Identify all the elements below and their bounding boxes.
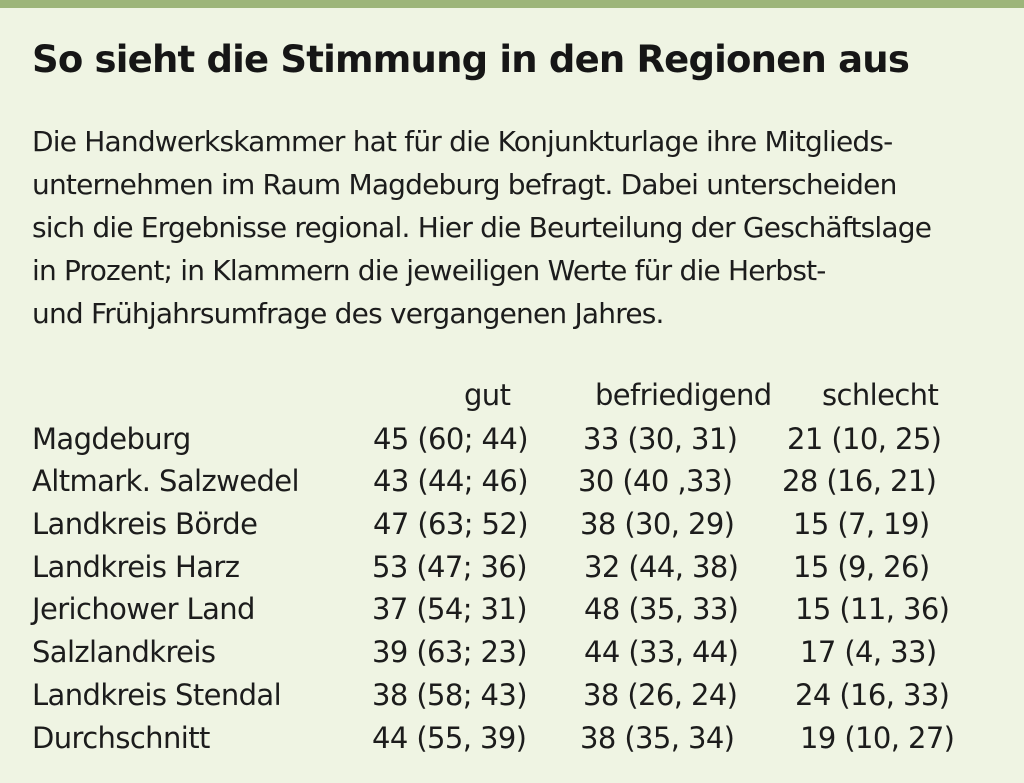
row-gut: 38 (58; 43) xyxy=(372,678,528,712)
row-region: Altmark. Salzwedel xyxy=(32,464,300,498)
row-gut: 43 (44; 46) xyxy=(373,464,529,498)
row-schlecht: 24 (16, 33) xyxy=(795,678,950,712)
row-region: Jerichower Land xyxy=(32,592,255,626)
row-region: Landkreis Börde xyxy=(32,507,258,541)
intro-line: unternehmen im Raum Magdeburg befragt. D… xyxy=(32,168,897,201)
row-gut: 37 (54; 31) xyxy=(372,592,528,626)
row-region: Landkreis Stendal xyxy=(32,678,282,712)
column-header-schlecht: schlecht xyxy=(822,378,939,412)
row-gut: 47 (63; 52) xyxy=(373,507,529,541)
column-header-befriedigend: befriedigend xyxy=(595,378,772,412)
row-region: Durchschnitt xyxy=(32,721,210,755)
row-schlecht: 17 (4, 33) xyxy=(800,635,937,669)
row-schlecht: 19 (10, 27) xyxy=(800,721,955,755)
row-region: Salzlandkreis xyxy=(32,635,216,669)
row-befriedigend: 30 (40 ,33) xyxy=(578,464,733,498)
row-befriedigend: 44 (33, 44) xyxy=(584,635,739,669)
intro-paragraph: Die Handwerkskammer hat für die Konjunkt… xyxy=(32,120,1007,335)
row-befriedigend: 38 (30, 29) xyxy=(580,507,735,541)
row-befriedigend: 32 (44, 38) xyxy=(584,550,739,584)
row-befriedigend: 33 (30, 31) xyxy=(583,422,738,456)
row-befriedigend: 48 (35, 33) xyxy=(584,592,739,626)
row-gut: 45 (60; 44) xyxy=(373,422,529,456)
intro-line: in Prozent; in Klammern die jeweiligen W… xyxy=(32,254,826,287)
intro-line: und Frühjahrsumfrage des vergangenen Jah… xyxy=(32,297,664,330)
intro-line: Die Handwerkskammer hat für die Konjunkt… xyxy=(32,125,893,158)
top-accent-rule xyxy=(0,0,1024,8)
row-befriedigend: 38 (26, 24) xyxy=(583,678,738,712)
column-header-gut: gut xyxy=(464,378,511,412)
row-schlecht: 15 (9, 26) xyxy=(793,550,930,584)
row-schlecht: 15 (11, 36) xyxy=(795,592,950,626)
intro-line: sich die Ergebnisse regional. Hier die B… xyxy=(32,211,932,244)
article-title: So sieht die Stimmung in den Regionen au… xyxy=(32,38,910,81)
row-region: Magdeburg xyxy=(32,422,191,456)
row-befriedigend: 38 (35, 34) xyxy=(580,721,735,755)
row-schlecht: 28 (16, 21) xyxy=(782,464,937,498)
row-schlecht: 15 (7, 19) xyxy=(793,507,930,541)
row-gut: 53 (47; 36) xyxy=(372,550,528,584)
row-region: Landkreis Harz xyxy=(32,550,240,584)
row-gut: 39 (63; 23) xyxy=(372,635,528,669)
row-schlecht: 21 (10, 25) xyxy=(787,422,942,456)
row-gut: 44 (55, 39) xyxy=(372,721,527,755)
